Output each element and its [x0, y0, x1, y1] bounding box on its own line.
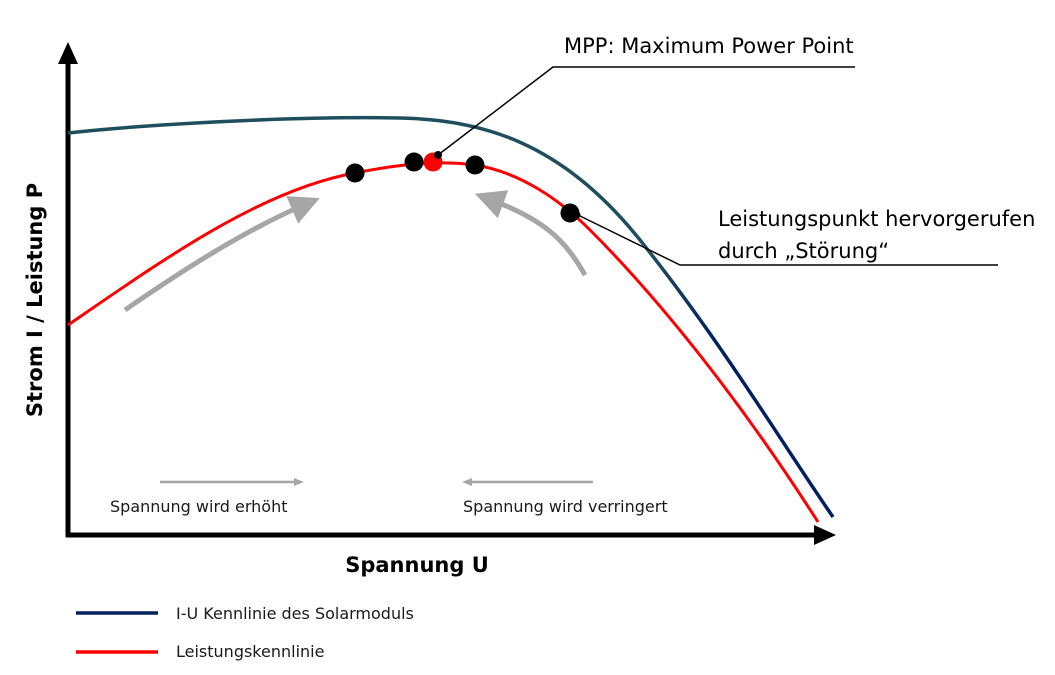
power-curve — [67, 161, 820, 523]
increase-arrowhead — [294, 478, 304, 486]
x-axis-arrowhead — [814, 525, 836, 545]
decrease-direction-arrow — [474, 190, 588, 277]
legend-label-power: Leistungskennlinie — [176, 642, 324, 661]
operating-point — [465, 155, 485, 175]
disturbance-label-line2: durch „Störung“ — [718, 239, 889, 263]
operating-point — [345, 163, 365, 183]
y-axis-arrowhead — [58, 42, 78, 64]
iu-curve — [67, 115, 835, 518]
mpp-leader-line — [437, 66, 855, 156]
disturbance-leader-dot — [573, 211, 581, 219]
increase-direction-arrow — [123, 196, 320, 313]
operating-point — [404, 152, 424, 172]
legend: I-U Kennlinie des Solarmoduls Leistungsk… — [76, 604, 414, 661]
decrease-arrowhead — [462, 478, 472, 486]
y-axis-title: Strom I / Leistung P — [23, 183, 47, 417]
increase-label: Spannung wird erhöht — [110, 497, 287, 516]
decrease-label: Spannung wird verringert — [463, 497, 668, 516]
disturbance-point — [560, 203, 580, 223]
legend-label-iu: I-U Kennlinie des Solarmoduls — [176, 604, 414, 623]
disturbance-leader-line — [575, 213, 998, 266]
mpp-leader-dot — [434, 151, 442, 159]
x-axis-title: Spannung U — [345, 553, 489, 577]
disturbance-label-line1: Leistungspunkt hervorgerufen — [718, 207, 1035, 231]
mpp-label: MPP: Maximum Power Point — [564, 34, 854, 58]
